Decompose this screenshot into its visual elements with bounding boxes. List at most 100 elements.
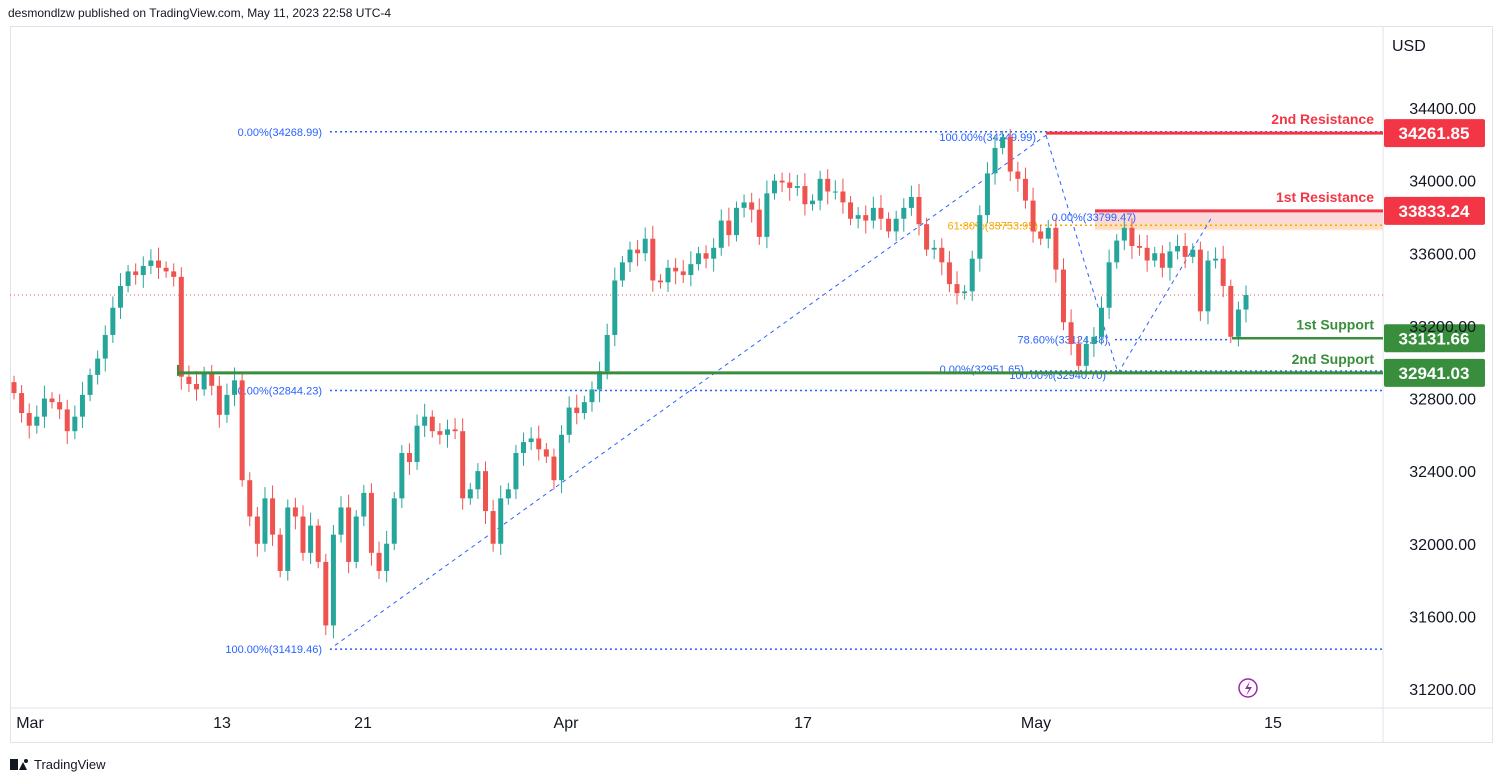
candle-body: [984, 173, 990, 216]
candle: [300, 505, 306, 561]
candle: [589, 381, 595, 412]
candle: [239, 373, 245, 487]
candle: [1000, 130, 1006, 155]
candle: [673, 258, 679, 285]
candle: [285, 499, 291, 581]
candle: [954, 271, 960, 305]
candle-body: [1167, 251, 1173, 268]
candle-body: [802, 186, 808, 205]
candle: [642, 227, 648, 262]
candle-body: [794, 186, 800, 188]
candle-body: [72, 416, 78, 432]
candle-body: [1076, 344, 1082, 366]
candle: [444, 419, 450, 448]
candle: [771, 174, 777, 200]
candle-body: [612, 280, 618, 335]
price-tick-label: 31200.00: [1409, 682, 1476, 699]
candle: [308, 512, 314, 565]
candle: [1213, 247, 1219, 269]
candle-body: [399, 452, 405, 499]
support-resistance-levels: 2nd Resistance 34261.85 1st Resistance 3383…: [177, 111, 1485, 387]
candle-body: [1038, 231, 1044, 239]
time-tick-label: 15: [1264, 715, 1282, 732]
candle: [810, 194, 816, 211]
candle-body: [992, 147, 998, 174]
candle: [41, 385, 47, 428]
candle: [848, 196, 854, 226]
candle-body: [232, 380, 238, 395]
candle-body: [19, 393, 25, 414]
candle: [171, 263, 177, 287]
lightning-icon[interactable]: [1238, 678, 1258, 698]
candle-body: [505, 489, 511, 499]
candle-body: [939, 247, 945, 263]
candle: [429, 410, 435, 438]
candle: [665, 259, 671, 292]
candle: [1220, 245, 1226, 298]
resistance-label: 1st Resistance: [1276, 189, 1374, 205]
candle: [551, 448, 557, 490]
candle: [353, 510, 359, 569]
candle-body: [962, 291, 968, 294]
candle-body: [1159, 253, 1165, 268]
candle-body: [140, 265, 146, 276]
candle-body: [41, 398, 47, 417]
candle: [140, 256, 146, 288]
candle: [505, 482, 511, 505]
candle-body: [840, 191, 846, 203]
candle: [490, 499, 496, 552]
candle-body: [338, 507, 344, 535]
candle: [1083, 336, 1089, 376]
candle-body: [870, 207, 876, 221]
candle-body: [901, 207, 907, 219]
candle-body: [688, 264, 694, 276]
candle: [886, 212, 892, 238]
candle-body: [863, 215, 869, 221]
candle: [1197, 241, 1203, 321]
time-tick-label: Apr: [554, 715, 580, 732]
candle-body: [650, 238, 656, 281]
candle-body: [1175, 245, 1181, 252]
support-label: 2nd Support: [1292, 351, 1375, 367]
candle: [878, 194, 884, 231]
candle-body: [178, 276, 184, 377]
candle-body: [726, 220, 732, 236]
candle-body: [703, 253, 709, 259]
candle: [460, 418, 466, 510]
candle-body: [239, 380, 245, 481]
candle: [1228, 279, 1234, 344]
candle-body: [323, 561, 329, 626]
brand-name: TradingView: [34, 757, 106, 772]
candle-body: [148, 260, 154, 266]
candle-body: [1197, 249, 1203, 312]
candle: [779, 172, 785, 193]
candle-body: [483, 471, 489, 512]
candle: [695, 246, 701, 271]
candle-body: [764, 193, 770, 237]
candle-body: [155, 260, 161, 268]
fib-label: 100.00%(31419.46): [225, 644, 322, 656]
resistance-price-badge: 33833.24: [1384, 196, 1485, 225]
candle-body: [1129, 227, 1135, 246]
candle-body: [1091, 336, 1097, 345]
candle-body: [848, 202, 854, 219]
candle-body: [57, 402, 63, 410]
candle-body: [1022, 178, 1028, 201]
candle-body: [498, 498, 504, 544]
candle-body: [262, 498, 268, 544]
candle: [11, 375, 17, 400]
candle: [657, 274, 663, 289]
candle: [102, 325, 108, 372]
candle-body: [878, 207, 884, 219]
candle: [361, 484, 367, 527]
candle-body: [361, 492, 367, 517]
candle: [399, 444, 405, 508]
candle: [931, 239, 937, 260]
candle-body: [551, 456, 557, 481]
candle: [254, 506, 260, 557]
candle: [277, 528, 283, 578]
price-tick-label: 32400.00: [1409, 464, 1476, 481]
time-tick-label: 13: [213, 715, 231, 732]
candle: [863, 205, 869, 234]
